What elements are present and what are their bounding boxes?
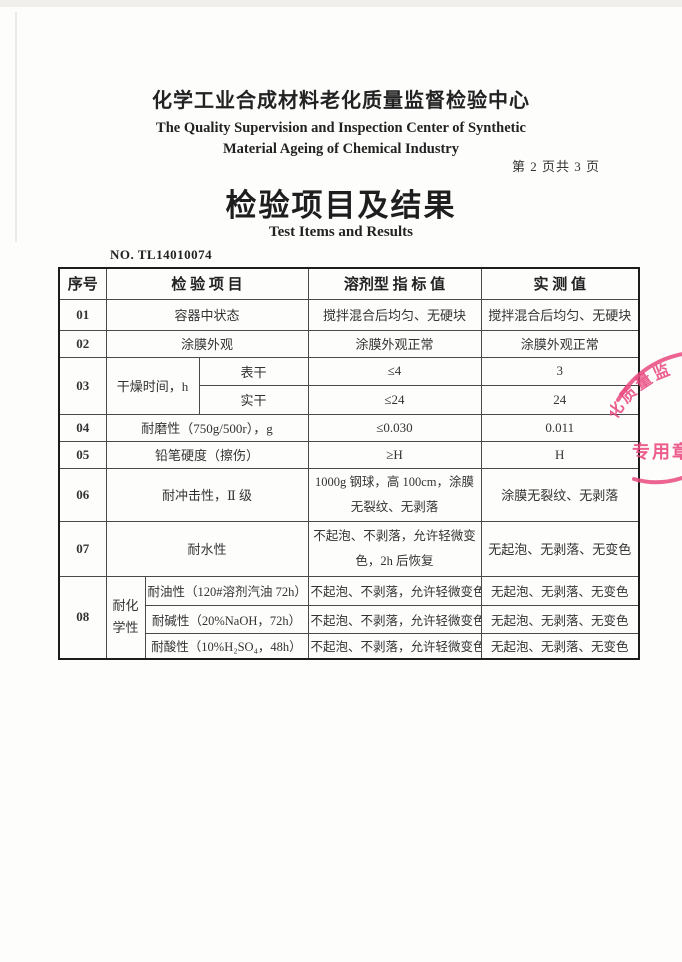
row03-no: 03: [58, 356, 107, 415]
table-row: 03 干燥时间，h 表干 ≤4 3: [58, 356, 640, 415]
row02-standard: 涂膜外观正常: [307, 329, 482, 358]
section-title-english: Test Items and Results: [268, 224, 414, 240]
row08-alkali-standard: 不起泡、不剥落，允许轻微变色: [307, 604, 482, 634]
row05-measured: H: [480, 440, 640, 469]
row03-item: 干燥时间，h: [105, 356, 200, 415]
row03-surface-standard: ≤4: [307, 356, 482, 386]
org-name-english-line1: The Quality Supervision and Inspection C…: [156, 120, 526, 136]
org-name-english: The Quality Supervision and Inspection C…: [0, 118, 682, 160]
row03-hard-measured: 24: [480, 384, 640, 415]
table-header-row: 序号 检 验 项 目 溶剂型 指 标 值 实 测 值: [58, 267, 640, 300]
row08-oil-measured: 无起泡、无剥落、无变色: [480, 575, 640, 606]
col-header-measured: 实 测 值: [480, 267, 640, 300]
row08-oil-standard: 不起泡、不剥落，允许轻微变色: [307, 575, 482, 606]
table-row: 02 涂膜外观 涂膜外观正常 涂膜外观正常: [58, 329, 640, 358]
row08-sub-alkali: 耐碱性（20%NaOH，72h）: [144, 604, 309, 634]
table-row: 05 铅笔硬度（擦伤） ≥H H: [58, 440, 640, 469]
row03-surface-measured: 3: [480, 356, 640, 386]
table-row: 耐碱性（20%NaOH，72h） 不起泡、不剥落，允许轻微变色 无起泡、无剥落、…: [59, 604, 640, 634]
row01-standard: 搅拌混合后均匀、无硬块: [307, 298, 482, 331]
section-title-chinese: 检验项目及结果: [225, 188, 457, 223]
col-header-item: 检 验 项 目: [105, 267, 309, 300]
row06-measured: 涂膜无裂纹、无剥落: [480, 467, 640, 522]
row08-sub-oil: 耐油性（120#溶剂汽油 72h）: [144, 575, 309, 606]
table-row: 耐酸性（10%H₂SO₄，48h） 不起泡、不剥落，允许轻微变色 无起泡、无剥落…: [59, 632, 640, 660]
row07-item: 耐水性: [105, 520, 309, 577]
table-row: 01 容器中状态 搅拌混合后均匀、无硬块 搅拌混合后均匀、无硬块: [58, 298, 640, 331]
table-row: 08 耐化学性 耐油性（120#溶剂汽油 72h） 不起泡、不剥落，允许轻微变色…: [58, 575, 640, 660]
row08-alkali-measured: 无起泡、无剥落、无变色: [480, 604, 640, 634]
col-header-no: 序号: [58, 267, 107, 300]
row05-no: 05: [58, 440, 107, 469]
row08-acid-measured: 无起泡、无剥落、无变色: [480, 632, 640, 660]
row03-hard-standard: ≤24: [307, 384, 482, 415]
table-row: 07 耐水性 不起泡、不剥落，允许轻微变色，2h 后恢复 无起泡、无剥落、无变色: [58, 520, 640, 577]
row08-acid-standard: 不起泡、不剥落，允许轻微变色: [307, 632, 482, 660]
row08-no: 08: [58, 575, 107, 660]
row02-item: 涂膜外观: [105, 329, 309, 358]
row04-measured: 0.011: [480, 413, 640, 442]
row07-no: 07: [58, 520, 107, 577]
row07-standard: 不起泡、不剥落，允许轻微变色，2h 后恢复: [307, 520, 482, 577]
table-row: 06 耐冲击性，Ⅱ 级 1000g 钢球，高 100cm，涂膜无裂纹、无剥落 涂…: [58, 467, 640, 522]
test-results-table: 序号 检 验 项 目 溶剂型 指 标 值 实 测 值 01 容器中状态 搅拌混合…: [58, 267, 640, 660]
row06-no: 06: [58, 467, 107, 522]
row03-sub-surface-dry: 表干: [198, 356, 309, 386]
row04-item: 耐磨性（750g/500r），g: [105, 413, 309, 442]
row05-standard: ≥H: [307, 440, 482, 469]
row07-measured: 无起泡、无剥落、无变色: [480, 520, 640, 577]
row08-item: 耐化学性: [105, 575, 146, 660]
row01-item: 容器中状态: [105, 298, 309, 331]
row06-item: 耐冲击性，Ⅱ 级: [105, 467, 309, 522]
row08-sub-acid: 耐酸性（10%H₂SO₄，48h）: [144, 632, 309, 660]
page-number: 第 2 页共 3 页: [511, 159, 600, 174]
table-row: 实干 ≤24 24: [59, 384, 640, 415]
table-row: 04 耐磨性（750g/500r），g ≤0.030 0.011: [58, 413, 640, 442]
row01-measured: 搅拌混合后均匀、无硬块: [480, 298, 640, 331]
col-header-standard: 溶剂型 指 标 值: [307, 267, 482, 300]
org-name-chinese: 化学工业合成材料老化质量监督检验中心: [152, 90, 530, 112]
row04-no: 04: [58, 413, 107, 442]
scan-line-artifact: [15, 12, 17, 242]
org-name-english-line2: Material Ageing of Chemical Industry: [222, 141, 459, 157]
scan-edge-artifact: [0, 0, 682, 7]
stamp-bottom-arc: [632, 476, 682, 485]
row01-no: 01: [58, 298, 107, 331]
row05-item: 铅笔硬度（擦伤）: [105, 440, 309, 469]
row04-standard: ≤0.030: [307, 413, 482, 442]
row02-measured: 涂膜外观正常: [480, 329, 640, 358]
row03-sub-hard-dry: 实干: [198, 384, 309, 415]
row06-standard: 1000g 钢球，高 100cm，涂膜无裂纹、无剥落: [307, 467, 482, 522]
row02-no: 02: [58, 329, 107, 358]
report-number: NO. TL14010074: [110, 247, 213, 262]
